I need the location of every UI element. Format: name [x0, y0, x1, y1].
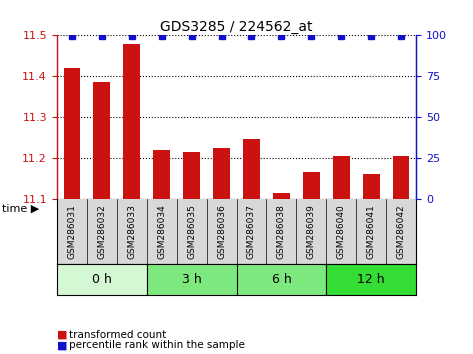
Text: transformed count: transformed count	[69, 330, 166, 339]
Text: GSM286034: GSM286034	[157, 204, 166, 259]
Text: 3 h: 3 h	[182, 273, 201, 286]
Bar	[153, 150, 170, 199]
Bar	[363, 174, 379, 199]
Title: GDS3285 / 224562_at: GDS3285 / 224562_at	[160, 21, 313, 34]
Bar	[393, 156, 410, 199]
Text: GSM286033: GSM286033	[127, 204, 136, 259]
Bar	[184, 152, 200, 199]
Bar	[147, 264, 236, 295]
Text: GSM286031: GSM286031	[67, 204, 76, 259]
Text: GSM286038: GSM286038	[277, 204, 286, 259]
Text: GSM286035: GSM286035	[187, 204, 196, 259]
Text: 0 h: 0 h	[92, 273, 112, 286]
Bar	[303, 172, 320, 199]
Bar	[123, 44, 140, 199]
Text: 12 h: 12 h	[358, 273, 385, 286]
Bar	[63, 68, 80, 199]
Text: GSM286039: GSM286039	[307, 204, 316, 259]
Bar	[273, 193, 289, 199]
Text: ■: ■	[57, 330, 67, 339]
Bar	[57, 264, 147, 295]
Text: percentile rank within the sample: percentile rank within the sample	[69, 340, 245, 350]
Text: GSM286037: GSM286037	[247, 204, 256, 259]
Text: GSM286036: GSM286036	[217, 204, 226, 259]
Text: GSM286040: GSM286040	[337, 204, 346, 259]
Bar	[213, 148, 230, 199]
Bar	[243, 139, 260, 199]
Bar	[326, 264, 416, 295]
Text: GSM286041: GSM286041	[367, 204, 376, 259]
Bar	[236, 264, 326, 295]
Text: GSM286042: GSM286042	[397, 204, 406, 259]
Text: time ▶: time ▶	[2, 204, 40, 214]
Text: GSM286032: GSM286032	[97, 204, 106, 259]
Text: 6 h: 6 h	[272, 273, 291, 286]
Text: ■: ■	[57, 340, 67, 350]
Bar	[94, 82, 110, 199]
Bar	[333, 156, 350, 199]
